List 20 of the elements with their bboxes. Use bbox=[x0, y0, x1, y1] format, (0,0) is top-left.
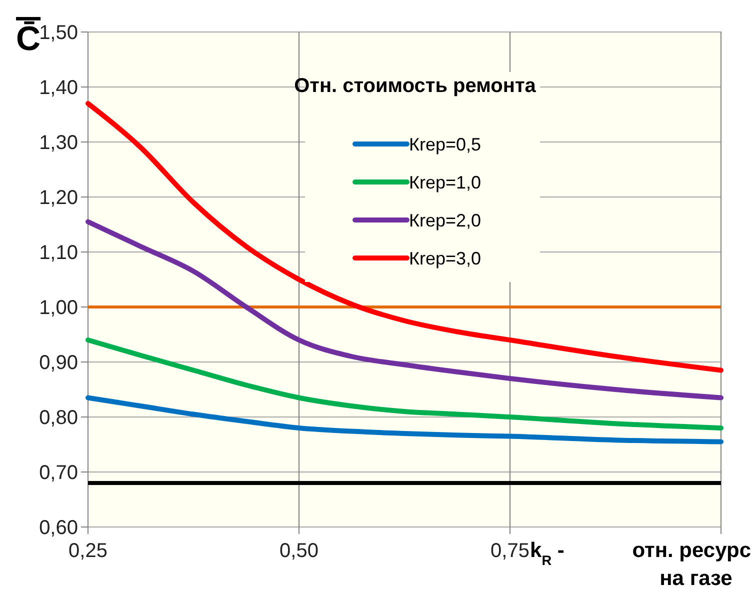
x-tick-label: 0,75 bbox=[490, 540, 530, 562]
y-tick-label: 1,50 bbox=[39, 22, 78, 44]
y-axis-title: C̄ bbox=[16, 20, 41, 58]
text: k$_{R}$ - отн. ресурс на газе bbox=[530, 539, 751, 590]
x-tick-label: 0,25 bbox=[68, 540, 108, 562]
y-tick-label: 1,10 bbox=[39, 242, 78, 264]
y-tick-label: 0,80 bbox=[39, 407, 78, 429]
y-tick-label: 0,60 bbox=[39, 517, 78, 539]
y-tick-label: 0,90 bbox=[39, 352, 78, 374]
x-tick-label: 0,50 bbox=[280, 540, 318, 562]
legend-label: Кrep=3,0 bbox=[409, 248, 482, 268]
legend-title: Отн. стоимость ремонта bbox=[294, 75, 537, 97]
legend-label: Кrep=2,0 bbox=[409, 210, 482, 230]
legend-label: Кrep=0,5 bbox=[409, 134, 482, 154]
y-tick-label: 1,20 bbox=[39, 187, 78, 209]
legend-label: Кrep=1,0 bbox=[409, 172, 482, 192]
y-tick-label: 1,30 bbox=[39, 132, 78, 154]
y-tick-label: 1,00 bbox=[39, 297, 78, 319]
y-tick-label: 1,40 bbox=[39, 77, 78, 99]
y-tick-label: 0,70 bbox=[39, 462, 78, 484]
